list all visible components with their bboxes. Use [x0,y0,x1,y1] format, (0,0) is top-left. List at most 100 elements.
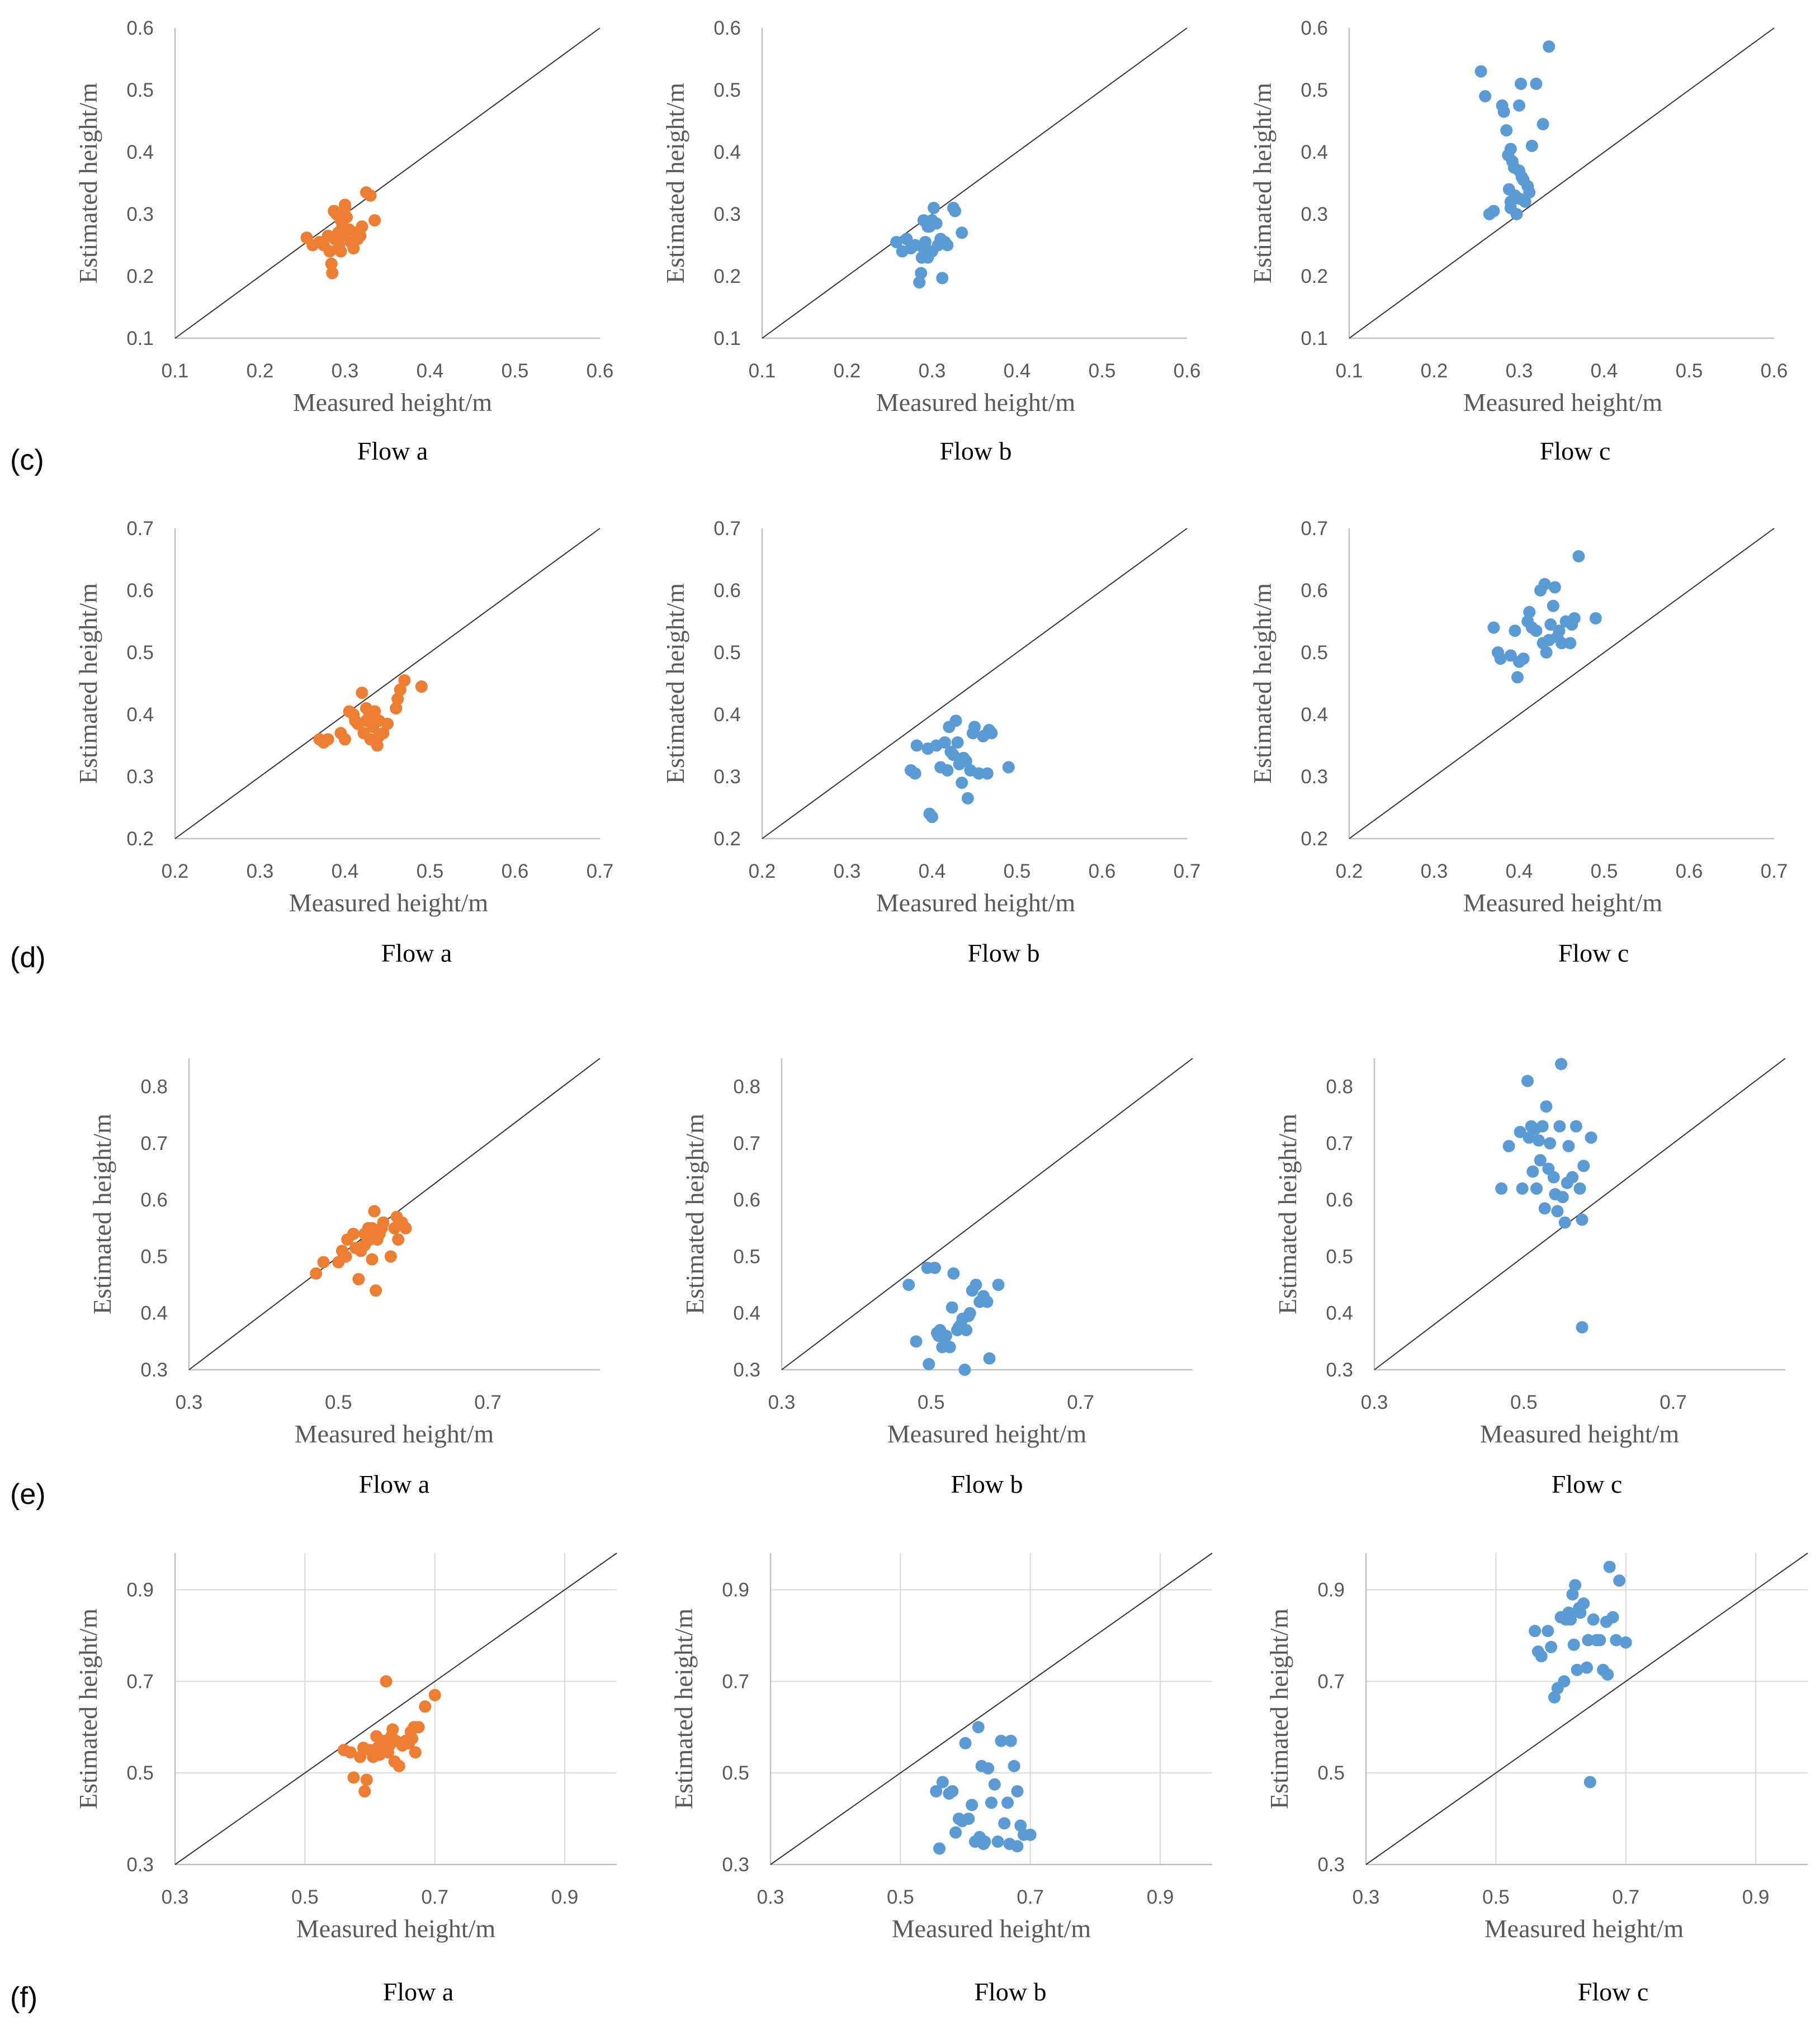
x-tick-label: 0.5 [291,1886,319,1908]
y-axis-label: Estimated height/m [88,1114,116,1314]
x-tick-label: 0.5 [502,360,529,382]
data-point [1516,1182,1529,1195]
x-tick-label: 0.2 [834,360,861,382]
data-point [419,1700,432,1713]
data-point [1538,578,1551,590]
data-point [1556,637,1568,650]
row-label-c: (c) [10,444,44,476]
y-tick-label: 0.5 [1326,1246,1353,1267]
data-point [1011,1785,1024,1797]
x-axis-label: Measured height/m [1480,1420,1680,1448]
data-point [1542,1625,1554,1638]
x-tick-label: 0.7 [421,1886,448,1908]
x-tick-label: 0.2 [1336,860,1363,882]
y-tick-label: 0.4 [126,704,154,726]
reference-line-y-equals-x [1365,1553,1808,1865]
data-point [1545,1640,1558,1653]
data-point [988,1778,1001,1791]
x-tick-label: 0.7 [1017,1886,1044,1908]
data-point [1572,550,1585,562]
data-point [347,242,360,255]
x-tick-label: 0.2 [1421,360,1448,382]
data-point [1543,40,1556,53]
data-point [399,1222,412,1234]
data-point [1555,1058,1568,1071]
data-point [961,792,974,805]
y-axis-label: Estimated height/m [74,583,102,784]
data-point [370,1284,382,1297]
y-axis-label: Estimated height/m [669,1608,698,1809]
x-axis-label: Measured height/m [293,388,493,417]
data-point [322,733,334,746]
y-tick-label: 0.5 [1301,79,1328,101]
data-point [398,674,411,687]
panel-f-flow-c: 0.3 0.5 0.7 0.9 0.3 0.5 0.7 0.9 Measured height/… [1265,1553,1808,2006]
x-tick-label: 0.7 [474,1392,502,1413]
data-point [1497,105,1510,118]
x-tick-label: 0.3 [919,360,946,382]
panel-e-flow-a: 0.3 0.5 0.7 0.3 0.4 0.5 0.6 0.7 0.8 Measured heig… [88,1058,601,1498]
y-tick-label: 0.7 [733,1133,760,1155]
reference-line-y-equals-x [762,528,1188,839]
y-tick-label: 0.6 [733,1189,760,1211]
reference-line-y-equals-x [174,528,601,839]
x-tick-label: 0.3 [834,860,861,882]
data-point [356,687,368,699]
y-axis-label: Estimated height/m [1248,583,1277,784]
data-point [392,1233,405,1246]
data-point [1504,143,1517,155]
y-tick-label: 0.6 [713,580,741,602]
x-tick-label: 0.5 [1510,1392,1538,1413]
reference-line-y-equals-x [1349,27,1775,339]
y-tick-label: 0.5 [722,1762,749,1784]
x-tick-label: 0.5 [1089,360,1116,382]
data-point [1526,1165,1539,1178]
data-point [956,777,968,789]
y-tick-label: 0.1 [126,328,154,349]
data-point [946,1785,959,1797]
data-point [1530,77,1543,90]
x-tick-label: 0.3 [1421,860,1448,882]
x-tick-label: 0.4 [1004,360,1031,382]
data-point [366,1253,379,1266]
y-tick-label: 0.4 [733,1303,760,1324]
data-point [959,1737,972,1749]
x-tick-label: 0.9 [551,1886,579,1908]
data-point [1536,1120,1549,1133]
panel-caption: Flow a [383,1977,454,2006]
y-tick-label: 0.6 [1326,1189,1353,1211]
y-tick-label: 0.2 [713,828,741,850]
data-point [940,1330,952,1342]
y-tick-label: 0.3 [713,204,741,225]
x-tick-label: 0.7 [1660,1392,1687,1413]
x-tick-label: 0.3 [1361,1392,1388,1413]
x-axis-label: Measured height/m [296,1914,496,1943]
reference-line-y-equals-x [770,1553,1213,1865]
data-point [1571,1663,1583,1676]
data-point [1558,1675,1571,1688]
x-tick-label: 0.5 [1591,860,1618,882]
x-tick-label: 0.7 [1174,860,1201,882]
data-point [992,1279,1005,1291]
data-point [1479,90,1492,103]
y-tick-label: 0.8 [140,1076,168,1098]
y-axis-label: Estimated height/m [74,83,102,283]
data-point [972,767,985,780]
data-point [1576,1213,1589,1226]
panel-caption: Flow b [974,1977,1046,2006]
data-point [1523,186,1536,199]
x-tick-label: 0.3 [162,1886,189,1908]
data-point [334,214,347,227]
data-point [949,205,962,217]
x-tick-label: 0.6 [502,860,529,882]
x-axis-label: Measured height/m [289,888,489,917]
y-tick-label: 0.7 [140,1133,168,1155]
data-point [985,1796,998,1809]
y-tick-label: 0.4 [1301,141,1328,163]
reference-line-y-equals-x [174,27,601,339]
data-point [358,1785,371,1797]
y-tick-label: 0.2 [1301,828,1328,850]
x-tick-label: 0.3 [1506,360,1533,382]
x-tick-label: 0.7 [1761,860,1788,882]
